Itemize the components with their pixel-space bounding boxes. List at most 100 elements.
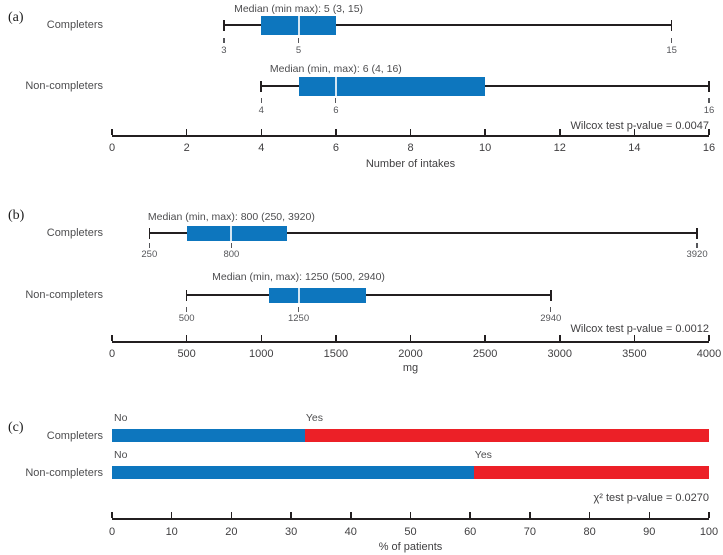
x-axis-tick [409, 129, 412, 135]
x-axis-tick [588, 512, 591, 518]
whisker-cap-min [185, 289, 188, 301]
x-axis-tick [260, 335, 262, 341]
x-axis-tick [484, 335, 486, 341]
x-axis-tick-label: 60 [464, 526, 477, 538]
stat-text: χ² test p-value = 0.0270 [593, 492, 709, 504]
x-axis-tick [559, 335, 561, 341]
median-line [230, 225, 233, 241]
median-line [297, 287, 300, 303]
whisker-cap-max [670, 19, 673, 31]
value-tick [260, 98, 262, 103]
x-axis-tick-label: 8 [407, 142, 414, 154]
whisker-line [223, 24, 672, 26]
x-axis-tick [185, 129, 188, 135]
x-axis-tick-label: 3000 [547, 348, 572, 360]
x-axis-tick-label: 100 [699, 526, 719, 538]
value-tick-label: 250 [141, 249, 158, 260]
x-axis-tick [260, 129, 262, 135]
x-axis-tick-label: 0 [108, 142, 116, 154]
whisker-line [261, 85, 709, 87]
median-line [334, 76, 337, 96]
whisker-cap-min [223, 19, 225, 31]
bar-segment-yes [304, 429, 709, 442]
x-axis-line [112, 518, 709, 520]
median-annotation: Median (min, max): 6 (4, 16) [269, 63, 402, 75]
value-tick [223, 38, 225, 43]
row-label: Non-completers [25, 80, 103, 92]
x-axis-tick-label: 1500 [323, 348, 349, 360]
x-axis-tick [350, 512, 352, 518]
row-label: Non-completers [25, 289, 103, 301]
value-tick-label: 800 [223, 249, 240, 260]
x-axis-tick-label: 70 [523, 526, 537, 538]
median-annotation: Median (min max): 5 (3, 15) [234, 3, 364, 15]
segment-label-yes: Yes [305, 412, 323, 424]
stat-text: Wilcox test p-value = 0.0047 [570, 120, 710, 132]
x-axis-tick-label: 500 [177, 348, 196, 360]
x-axis-tick [111, 129, 113, 135]
x-axis-tick [290, 512, 292, 518]
x-axis-tick-label: 16 [702, 142, 716, 154]
x-axis-tick-label: 2500 [472, 348, 498, 360]
x-axis-tick-label: 10 [165, 526, 178, 538]
median-annotation: Median (min, max): 800 (250, 3920) [147, 211, 315, 223]
x-axis-tick-label: 1000 [249, 348, 274, 360]
value-tick [708, 98, 710, 103]
x-axis-tick [111, 335, 113, 341]
x-axis-tick-label: 12 [553, 142, 566, 154]
row-label: Completers [46, 429, 103, 442]
whisker-line [149, 232, 698, 234]
bar-segment-yes [473, 466, 709, 479]
median-line [297, 15, 300, 35]
x-axis-tick [708, 335, 710, 341]
box [298, 76, 486, 96]
segment-label-no: No [114, 412, 128, 424]
x-axis-tick-label: 0 [108, 526, 116, 538]
value-tick-label: 500 [178, 313, 195, 324]
x-axis-tick [708, 512, 710, 518]
x-axis-title: % of patients [378, 541, 443, 553]
x-axis-tick [335, 129, 337, 135]
value-tick-label: 15 [666, 45, 677, 56]
x-axis-tick [469, 512, 471, 518]
stat-text: Wilcox test p-value = 0.0012 [570, 323, 710, 335]
x-axis-tick [559, 129, 561, 135]
whisker-cap-max [696, 227, 698, 239]
bar-segment-no [112, 429, 305, 442]
value-tick-label: 5 [295, 45, 302, 56]
segment-label-no: No [114, 449, 128, 461]
value-tick [186, 307, 188, 312]
bar-segment-no [112, 466, 474, 479]
whisker-cap-min [148, 227, 151, 239]
value-tick [148, 243, 150, 248]
x-axis-tick [633, 335, 636, 341]
x-axis-tick [409, 512, 412, 518]
whisker-line [186, 294, 551, 296]
x-axis-tick-label: 20 [225, 526, 238, 538]
value-tick [696, 243, 698, 248]
x-axis-tick [648, 512, 651, 518]
value-tick [550, 307, 552, 312]
x-axis-tick [484, 129, 486, 135]
x-axis-line [112, 135, 709, 137]
value-tick-label: 16 [703, 105, 715, 116]
value-tick [297, 38, 300, 43]
x-axis-tick-label: 6 [332, 142, 339, 154]
value-tick [297, 307, 300, 312]
value-tick [671, 38, 673, 43]
whisker-cap-min [260, 80, 263, 92]
x-axis-title: mg [402, 362, 419, 374]
median-annotation: Median (min, max): 1250 (500, 2940) [212, 271, 385, 283]
value-tick-label: 1250 [287, 313, 310, 324]
value-tick-label: 3920 [686, 249, 708, 260]
value-tick-label: 2940 [540, 313, 562, 324]
panel-label: (a) [8, 10, 24, 25]
x-axis-tick [409, 335, 412, 341]
value-tick-label: 6 [333, 105, 339, 116]
x-axis-tick-label: 0 [108, 348, 116, 360]
x-axis-tick-label: 4000 [696, 348, 722, 360]
x-axis-line [112, 341, 709, 343]
x-axis-tick-label: 2 [183, 142, 190, 154]
x-axis-tick-label: 4 [258, 142, 265, 154]
